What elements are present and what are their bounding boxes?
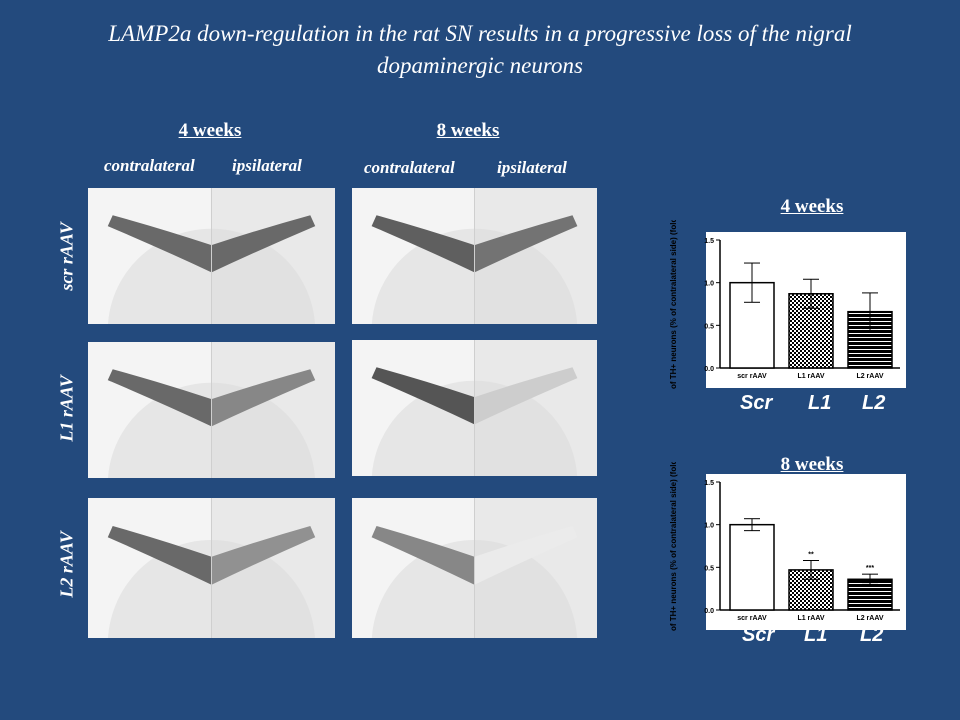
y-tick-label: 1.0 — [704, 281, 714, 288]
column-header-4-weeks: 4 weeks — [178, 120, 242, 141]
y-tick-label: 0.5 — [704, 565, 714, 572]
y-tick-label: 1.5 — [704, 238, 714, 245]
micrograph-scr-8w — [352, 188, 597, 324]
row-label-l1: L1 rAAV — [56, 375, 77, 442]
row-label-l2: L2 rAAV — [56, 531, 77, 598]
micrograph-l1-8w — [352, 340, 597, 476]
group-label-scr-4w: Scr — [740, 392, 773, 414]
group-label-l1-8w: L1 — [804, 624, 828, 646]
y-tick-label: 0.0 — [704, 366, 714, 373]
significance-label: *** — [866, 565, 874, 572]
x-tick-label: scr rAAV — [737, 615, 767, 622]
micrograph-l1-4w — [88, 342, 335, 478]
group-label-l2-4w: L2 — [862, 392, 886, 414]
bar-chart-4-weeks: Number of TH+ neurons (% of contralatera… — [669, 220, 906, 390]
bar-chart-8-weeks: Number of TH+ neurons (% of contralatera… — [669, 462, 906, 632]
micrograph-scr-4w — [88, 188, 335, 324]
subheader-ipsilateral-8w: ipsilateral — [497, 158, 567, 177]
x-tick-label: L1 rAAV — [797, 615, 824, 622]
y-tick-label: 1.0 — [704, 523, 714, 530]
chart-header-8-weeks: 8 weeks — [780, 454, 844, 475]
y-tick-label: 0.0 — [704, 608, 714, 615]
title-line-2: dopaminergic neurons — [377, 53, 583, 78]
micrograph-l2-4w — [88, 498, 335, 638]
title-line-1: LAMP2a down-regulation in the rat SN res… — [108, 21, 852, 46]
micrograph-l2-8w — [352, 498, 597, 638]
y-axis-label: Number of TH+ neurons (% of contralatera… — [669, 462, 678, 632]
y-tick-label: 0.5 — [704, 323, 714, 330]
group-label-scr-8w: Scr — [742, 624, 775, 646]
x-tick-label: L1 rAAV — [797, 373, 824, 380]
y-axis-label: Number of TH+ neurons (% of contralatera… — [669, 220, 678, 390]
subheader-contralateral-8w: contralateral — [364, 158, 455, 177]
x-tick-label: L2 rAAV — [856, 373, 883, 380]
row-label-scr: scr rAAV — [56, 222, 77, 291]
y-tick-label: 1.5 — [704, 480, 714, 487]
slide-title: LAMP2a down-regulation in the rat SN res… — [20, 18, 940, 82]
x-tick-label: scr rAAV — [737, 373, 767, 380]
significance-label: ** — [808, 552, 814, 559]
group-label-l1-4w: L1 — [808, 392, 832, 414]
chart-header-4-weeks: 4 weeks — [780, 196, 844, 217]
x-tick-label: L2 rAAV — [856, 615, 883, 622]
column-header-8-weeks: 8 weeks — [436, 120, 500, 141]
bar — [729, 523, 775, 611]
subheader-ipsilateral-4w: ipsilateral — [232, 156, 302, 175]
subheader-contralateral-4w: contralateral — [104, 156, 195, 175]
group-label-l2-8w: L2 — [860, 624, 884, 646]
